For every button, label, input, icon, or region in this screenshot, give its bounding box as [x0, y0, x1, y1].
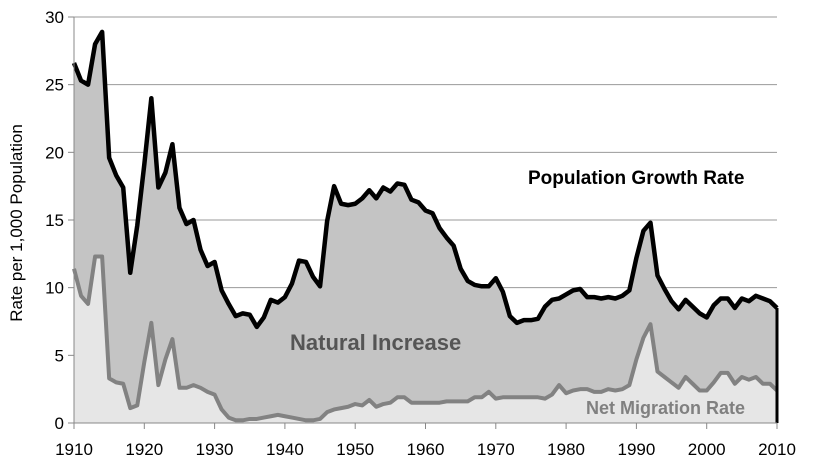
- x-tick-label: 1920: [125, 440, 163, 459]
- y-tick-label: 25: [45, 76, 64, 95]
- x-tick-label: 1940: [266, 440, 304, 459]
- series-lines: [71, 29, 779, 423]
- y-tick-label: 20: [45, 143, 64, 162]
- y-tick-label: 10: [45, 279, 64, 298]
- series-areas: [74, 31, 777, 423]
- axes: [68, 16, 778, 429]
- x-tick-label: 1970: [477, 440, 515, 459]
- y-tick-label: 5: [55, 346, 64, 365]
- y-tick-label: 30: [45, 8, 64, 27]
- x-tick-label: 1960: [407, 440, 445, 459]
- x-tick-label: 1930: [196, 440, 234, 459]
- x-tick-label: 1910: [55, 440, 93, 459]
- y-tick-label: 0: [55, 414, 64, 433]
- line-population-growth-rate: [71, 29, 779, 330]
- area-population-growth: [74, 31, 777, 423]
- x-tick-label: 1950: [336, 440, 374, 459]
- annotation-population-growth-rate: Population Growth Rate: [528, 168, 744, 189]
- x-tick-labels: 1910 1920 1930 1940 1950 1960 1970 1980 1990 2000…: [55, 440, 796, 459]
- line-net-migration-rate: [72, 254, 779, 423]
- area-net-migration: [74, 256, 777, 423]
- annotation-natural-increase: Natural Increase: [290, 330, 461, 355]
- x-tick-label: 2000: [688, 440, 726, 459]
- y-axis-label: Rate per 1,000 Population: [7, 124, 26, 322]
- y-tick-label: 15: [45, 211, 64, 230]
- x-tick-label: 2010: [758, 440, 796, 459]
- annotation-net-migration-rate: Net Migration Rate: [586, 398, 745, 418]
- x-tick-label: 1990: [617, 440, 655, 459]
- x-tick-label: 1980: [547, 440, 585, 459]
- y-tick-labels: 0 5 10 15 20 25 30: [45, 8, 64, 433]
